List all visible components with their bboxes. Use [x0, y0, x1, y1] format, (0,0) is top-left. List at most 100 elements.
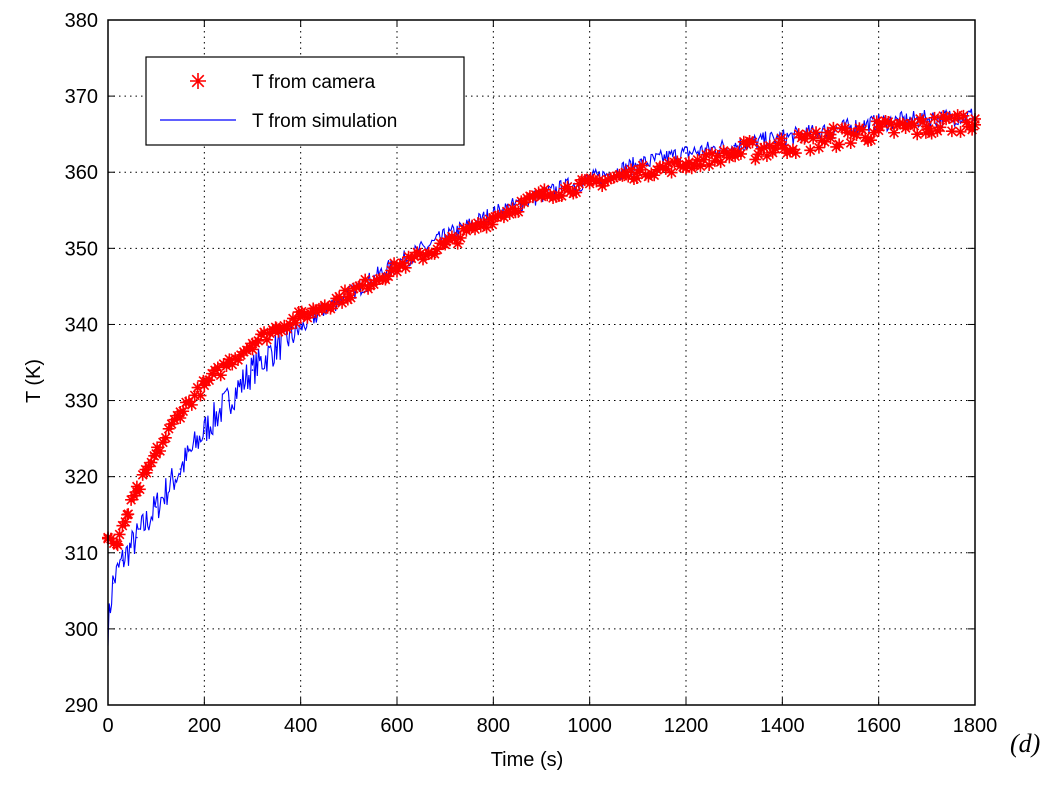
y-tick-label: 330 — [65, 391, 98, 413]
camera-marker-fill — [561, 180, 574, 193]
camera-marker-fill — [636, 159, 649, 172]
camera-marker-fill — [428, 247, 441, 260]
camera-marker-fill — [347, 282, 360, 295]
camera-marker-fill — [732, 146, 745, 159]
camera-marker-fill — [226, 358, 239, 371]
simulation-point — [121, 559, 124, 562]
simulation-point — [203, 430, 206, 432]
camera-marker-fill — [281, 322, 294, 335]
camera-marker-fill — [807, 132, 820, 145]
camera-marker-fill — [538, 183, 551, 196]
legend-box — [145, 56, 465, 146]
camera-marker-fill — [711, 149, 724, 162]
camera-marker-fill — [645, 167, 658, 180]
x-tick-label: 0 — [102, 715, 113, 737]
camera-marker-fill — [333, 290, 346, 303]
simulation-point — [112, 582, 114, 585]
camera-marker-fill — [200, 375, 213, 388]
camera-marker — [728, 147, 741, 160]
camera-marker-fill — [211, 361, 224, 374]
camera-marker — [824, 131, 837, 144]
camera-marker-fill — [388, 257, 401, 270]
y-tick-labels: 290 300 310 320 330 340 350 360 370 380 — [65, 10, 98, 717]
simulation-point — [155, 506, 157, 508]
camera-marker-fill — [451, 237, 464, 250]
camera-marker-fill — [454, 231, 467, 244]
camera-marker-fill — [596, 179, 609, 192]
camera-marker-fill — [503, 207, 516, 220]
camera-marker-fill — [622, 170, 635, 183]
camera-marker — [487, 211, 500, 224]
camera-marker-fill — [746, 136, 759, 149]
camera-marker-fill — [382, 270, 395, 283]
x-tick-label: 400 — [284, 715, 317, 737]
camera-marker-fill — [749, 153, 762, 166]
camera-marker — [270, 322, 283, 335]
camera-marker — [174, 405, 187, 418]
y-tick-label: 300 — [65, 619, 98, 641]
camera-marker-fill — [518, 196, 531, 209]
camera-marker-fill — [911, 128, 924, 141]
camera-marker-fill — [694, 160, 707, 173]
camera-marker-fill — [841, 126, 854, 139]
plot-frame — [107, 19, 976, 706]
camera-marker-fill — [396, 257, 409, 270]
camera-marker-fill — [162, 422, 175, 435]
camera-marker — [130, 485, 143, 498]
camera-marker-fill — [697, 153, 710, 166]
camera-marker-fill — [547, 192, 560, 205]
camera-marker-fill — [356, 279, 369, 292]
camera-marker-fill — [867, 126, 880, 139]
camera-marker-fill — [367, 278, 380, 291]
camera-marker-fill — [648, 169, 661, 182]
camera-marker-fill — [827, 121, 840, 134]
camera-marker-fill — [497, 211, 510, 224]
panel-label: (d) — [1010, 729, 1040, 758]
camera-marker-fill — [879, 115, 892, 128]
camera-marker — [631, 166, 644, 179]
camera-marker-fill — [957, 109, 970, 122]
camera-marker-fill — [191, 381, 204, 394]
camera-marker — [535, 189, 548, 202]
camera-marker-fill — [223, 353, 236, 366]
camera-marker-fill — [567, 187, 580, 200]
camera-marker-fill — [775, 132, 788, 145]
simulation-point — [275, 346, 278, 349]
series-layer — [102, 108, 981, 646]
camera-marker-fill — [284, 318, 297, 331]
camera-marker-fill — [755, 142, 768, 155]
y-tick-label: 310 — [65, 543, 98, 565]
camera-marker-fill — [798, 132, 811, 145]
x-tick-label: 1000 — [567, 715, 612, 737]
camera-marker-fill — [113, 528, 126, 541]
camera-marker-fill — [665, 166, 678, 179]
camera-marker-fill — [815, 134, 828, 147]
camera-marker-fill — [613, 168, 626, 181]
camera-marker-fill — [350, 281, 363, 294]
y-tick-label: 350 — [65, 238, 98, 260]
simulation-point — [227, 399, 230, 402]
camera-marker-fill — [272, 325, 285, 338]
camera-marker-fill — [940, 113, 953, 126]
camera-marker-fill — [448, 232, 461, 245]
camera-marker-fill — [104, 532, 117, 545]
camera-marker-fill — [928, 111, 941, 124]
camera-marker-fill — [870, 115, 883, 128]
camera-marker-fill — [853, 122, 866, 135]
camera-marker — [198, 379, 211, 392]
simulation-point — [251, 369, 254, 371]
camera-marker-fill — [495, 209, 508, 222]
y-tick-label: 370 — [65, 86, 98, 108]
camera-marker-fill — [477, 216, 490, 229]
camera-marker — [776, 139, 789, 152]
camera-marker-fill — [258, 326, 271, 339]
camera-marker-fill — [237, 345, 250, 358]
camera-marker-fill — [145, 456, 158, 469]
camera-marker-fill — [486, 218, 499, 231]
camera-marker-fill — [411, 246, 424, 259]
camera-marker-fill — [703, 158, 716, 171]
legend-marker-camera — [190, 73, 206, 89]
camera-marker-fill — [804, 144, 817, 157]
camera-marker-fill — [260, 333, 273, 346]
camera-marker — [872, 124, 885, 137]
